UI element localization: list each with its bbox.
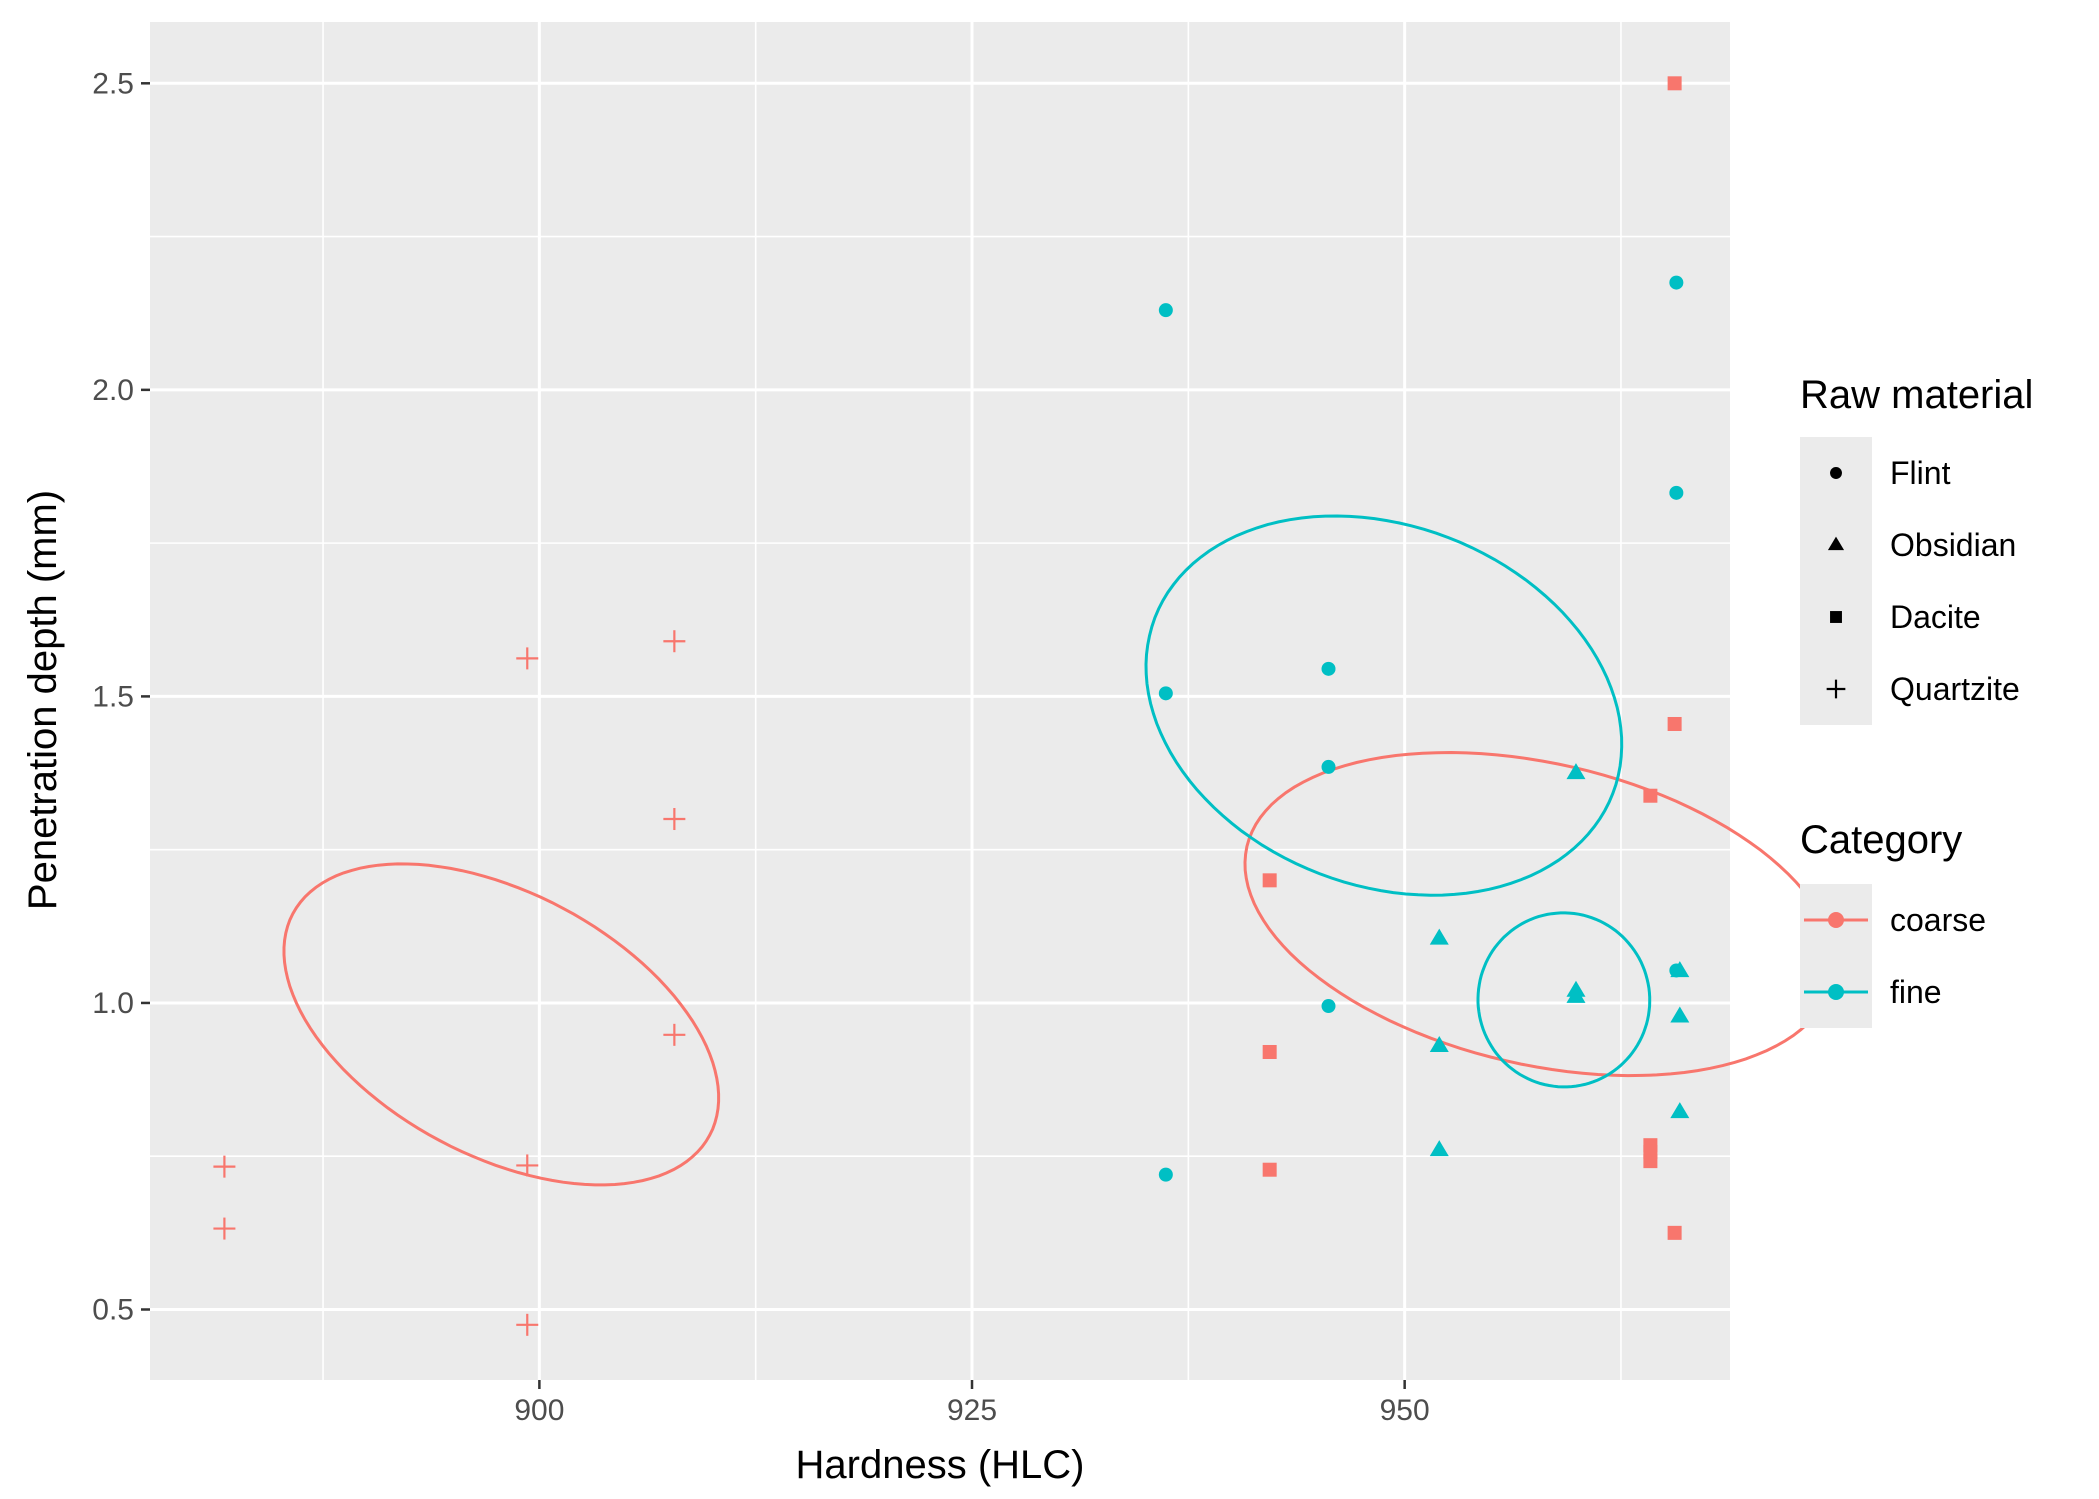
- legend-label-quartzite: Quartzite: [1890, 671, 2020, 707]
- data-points: [213, 76, 1690, 1336]
- legend-label-fine: fine: [1890, 974, 1942, 1010]
- legend-dot-coarse: [1828, 912, 1844, 928]
- point-dacite: [1643, 788, 1658, 803]
- ellipse-coarse: [282, 862, 721, 1187]
- grid-major: [150, 22, 1730, 1380]
- point-obsidian: [1566, 986, 1586, 1003]
- legend-label-dacite: Dacite: [1890, 599, 1981, 635]
- point-obsidian: [1670, 961, 1690, 978]
- legend-key-dacite: [1830, 611, 1842, 623]
- legend-label-obsidian: Obsidian: [1890, 527, 2016, 563]
- x-tick-label: 900: [514, 1394, 564, 1427]
- legend-raw-material: Raw material Flint Obsidian Dacite Quartzit…: [1800, 373, 2033, 725]
- point-dacite: [1643, 1154, 1658, 1169]
- legend-key-quartzite: [1826, 679, 1846, 699]
- legend-dot-fine: [1828, 984, 1844, 1000]
- legend-key-obsidian: [1827, 536, 1845, 551]
- grid-minor: [150, 22, 1730, 1380]
- point-dacite: [1262, 1162, 1277, 1177]
- point-obsidian: [1670, 1006, 1690, 1023]
- point-obsidian: [1429, 1140, 1449, 1157]
- legend-raw-material-key-bg: [1800, 437, 1872, 725]
- y-tick-label: 1.5: [92, 680, 134, 713]
- plot-panel: [150, 22, 1730, 1380]
- ellipse-fine: [1144, 514, 1624, 897]
- point-flint: [1158, 1167, 1173, 1182]
- point-flint: [1669, 485, 1684, 500]
- ellipse-fine: [1476, 911, 1652, 1089]
- point-quartzite: [516, 1313, 539, 1336]
- point-obsidian: [1670, 1102, 1690, 1119]
- legend-label-coarse: coarse: [1890, 902, 1986, 938]
- legend-category-title: Category: [1800, 818, 1962, 862]
- y-tick-label: 1.0: [92, 987, 134, 1020]
- point-quartzite: [213, 1155, 236, 1178]
- point-obsidian: [1429, 928, 1449, 945]
- point-dacite: [1667, 1225, 1682, 1240]
- x-axis-title: Hardness (HLC): [796, 1443, 1085, 1487]
- legend-label-flint: Flint: [1890, 455, 1951, 491]
- legend-raw-material-title: Raw material: [1800, 373, 2033, 417]
- point-quartzite: [663, 1023, 686, 1046]
- y-tick-label: 2.5: [92, 67, 134, 100]
- x-tick-label: 925: [947, 1394, 997, 1427]
- axis-ticks: [141, 82, 1406, 1389]
- point-quartzite: [213, 1217, 236, 1240]
- point-quartzite: [663, 808, 686, 831]
- point-dacite: [1667, 716, 1682, 731]
- point-flint: [1321, 661, 1336, 676]
- point-flint: [1669, 275, 1684, 290]
- point-obsidian: [1429, 1035, 1449, 1052]
- point-dacite: [1667, 76, 1682, 91]
- point-flint: [1158, 686, 1173, 701]
- x-tick-label: 950: [1380, 1394, 1430, 1427]
- legend-category-key-bg: [1800, 884, 1872, 1028]
- x-tick-labels: 900 925 950: [514, 1394, 1429, 1427]
- point-dacite: [1262, 1044, 1277, 1059]
- point-flint: [1321, 759, 1336, 774]
- point-flint: [1321, 999, 1336, 1014]
- legend-key-flint: [1830, 467, 1842, 479]
- legend-category: Category coarse fine: [1800, 818, 1986, 1028]
- point-quartzite: [663, 630, 686, 653]
- point-obsidian: [1566, 763, 1586, 780]
- y-axis-title: Penetration depth (mm): [21, 490, 65, 910]
- point-dacite: [1262, 873, 1277, 888]
- point-quartzite: [516, 1154, 539, 1177]
- y-tick-labels: 0.5 1.0 1.5 2.0 2.5: [92, 67, 134, 1326]
- point-quartzite: [516, 647, 539, 670]
- y-tick-label: 2.0: [92, 374, 134, 407]
- y-tick-label: 0.5: [92, 1293, 134, 1326]
- point-flint: [1158, 303, 1173, 318]
